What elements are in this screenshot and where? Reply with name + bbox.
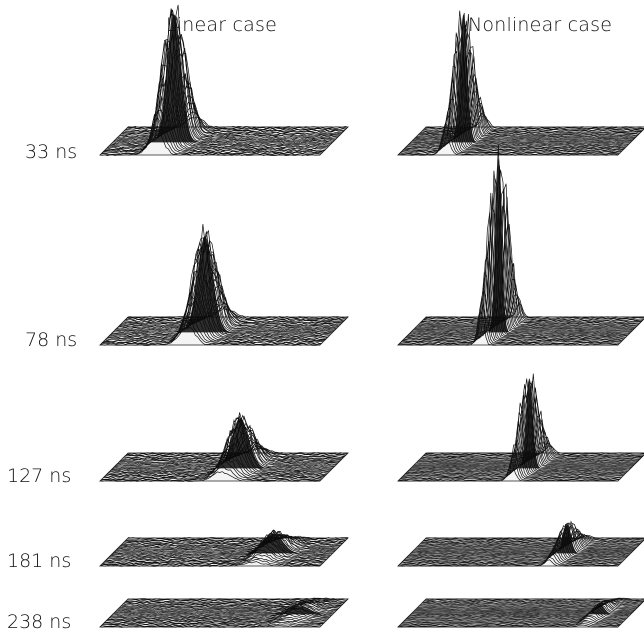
row-label-238ns: 238 ns bbox=[7, 611, 72, 633]
surface-panel-linear-3 bbox=[99, 529, 349, 567]
column-title-linear: Linear case bbox=[166, 14, 277, 36]
surface-panel-nonlinear-3 bbox=[397, 520, 644, 567]
surface-panel-nonlinear-0 bbox=[397, 10, 644, 156]
surface-panel-linear-2 bbox=[99, 412, 349, 482]
surface-panel-nonlinear-4 bbox=[397, 597, 644, 628]
surface-panel-linear-4 bbox=[99, 597, 349, 628]
surface-panel-linear-0 bbox=[99, 4, 349, 156]
surface-panel-linear-1 bbox=[99, 224, 349, 346]
surface-panel-nonlinear-2 bbox=[397, 373, 644, 482]
row-label-181ns: 181 ns bbox=[7, 550, 72, 572]
column-title-nonlinear: Nonlinear case bbox=[468, 14, 613, 36]
row-label-127ns: 127 ns bbox=[7, 465, 72, 487]
surface-panel-nonlinear-1 bbox=[397, 144, 644, 346]
row-label-33ns: 33 ns bbox=[25, 141, 78, 163]
row-label-78ns: 78 ns bbox=[25, 329, 78, 351]
